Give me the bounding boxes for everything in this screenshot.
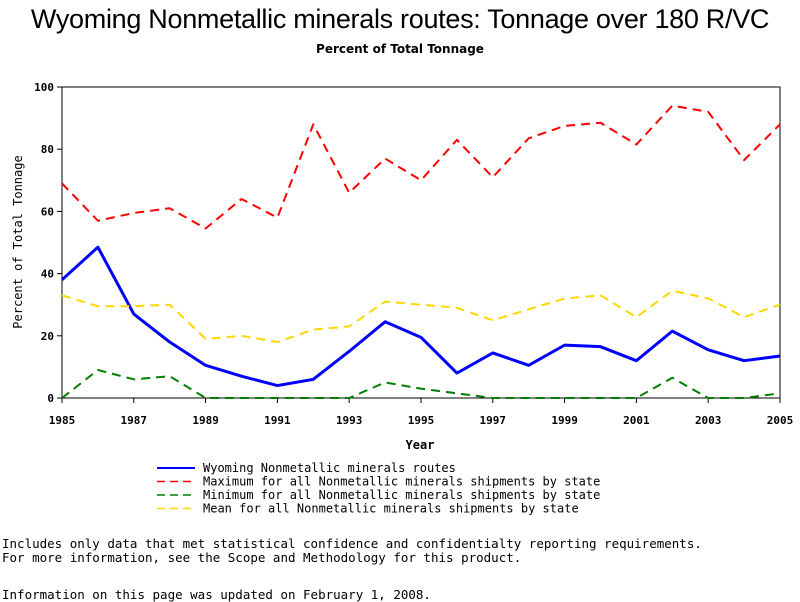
x-tick-label: 1997 bbox=[480, 414, 507, 427]
y-tick-label: 80 bbox=[41, 143, 54, 156]
series-line-2 bbox=[61, 104, 781, 230]
y-tick-label: 100 bbox=[34, 81, 54, 94]
note-methodology: For more information, see the Scope and … bbox=[2, 550, 522, 565]
y-tick-label: 40 bbox=[41, 268, 54, 281]
x-tick-label: 1985 bbox=[49, 414, 76, 427]
y-tick-label: 20 bbox=[41, 330, 54, 343]
note-confidentiality: Includes only data that met statistical … bbox=[2, 536, 702, 551]
legend-label: Maximum for all Nonmetallic minerals shi… bbox=[203, 475, 600, 489]
series-line-4 bbox=[61, 289, 781, 344]
legend-label: Minimum for all Nonmetallic minerals shi… bbox=[203, 488, 600, 502]
x-tick-label: 1995 bbox=[408, 414, 435, 427]
x-tick-label: 1991 bbox=[264, 414, 291, 427]
note-updated: Information on this page was updated on … bbox=[2, 587, 431, 602]
legend: Wyoming Nonmetallic minerals routesMaxim… bbox=[157, 461, 600, 516]
x-tick-label: 2001 bbox=[623, 414, 650, 427]
series-line-1 bbox=[60, 245, 781, 388]
y-tick-label: 60 bbox=[41, 205, 54, 218]
x-tick-label: 1987 bbox=[121, 414, 148, 427]
x-tick-label: 1999 bbox=[551, 414, 578, 427]
legend-label: Mean for all Nonmetallic minerals shipme… bbox=[203, 502, 579, 516]
x-tick-label: 1993 bbox=[336, 414, 363, 427]
x-tick-label: 2005 bbox=[767, 414, 794, 427]
x-axis-label: Year bbox=[406, 438, 435, 452]
y-axis-label: Percent of Total Tonnage bbox=[11, 155, 25, 328]
series-line-3 bbox=[61, 369, 781, 399]
x-tick-label: 1989 bbox=[192, 414, 219, 427]
chart-subtitle: Percent of Total Tonnage bbox=[316, 42, 484, 56]
legend-label: Wyoming Nonmetallic minerals routes bbox=[203, 461, 456, 475]
x-tick-label: 2003 bbox=[695, 414, 722, 427]
y-tick-label: 0 bbox=[47, 392, 54, 405]
chart-title: Wyoming Nonmetallic minerals routes: Ton… bbox=[30, 4, 770, 34]
plot-area bbox=[61, 86, 781, 399]
